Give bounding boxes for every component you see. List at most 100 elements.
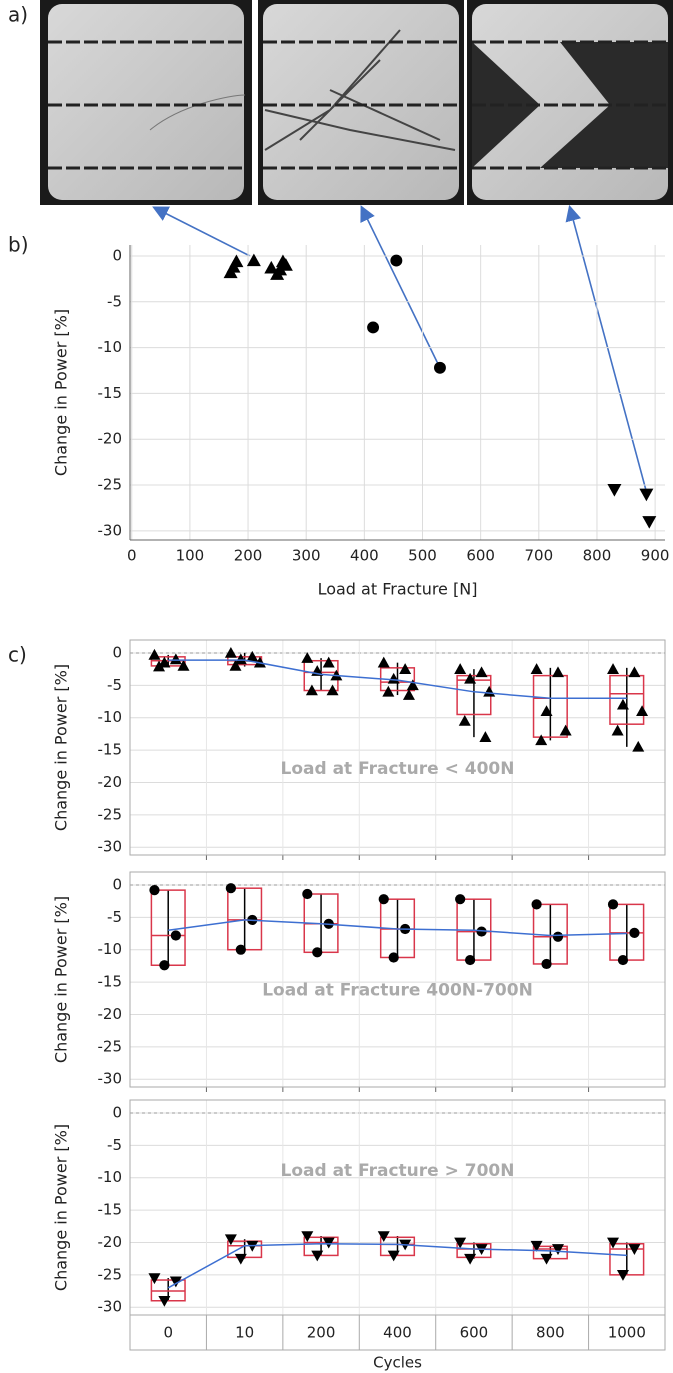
figure: a) b) c) 0-5-10-15-20-25-300100200300400… (0, 0, 673, 1373)
y-tick-label: 0 (112, 875, 122, 893)
y-tick-label: -25 (98, 1037, 123, 1055)
x-tick-label: 10 (235, 1324, 254, 1342)
x-tick-label: 400 (383, 1324, 412, 1342)
marker (464, 1254, 476, 1265)
x-axis-label: Cycles (373, 1354, 422, 1372)
y-tick-label: -25 (98, 805, 123, 823)
y-tick-label: -15 (98, 741, 123, 759)
y-tick-label: 0 (112, 246, 122, 264)
y-tick-label: -30 (98, 838, 123, 856)
plot-frame (130, 1100, 665, 1315)
y-tick-label: -5 (107, 292, 122, 310)
x-tick-label: 500 (408, 547, 437, 565)
y-tick-label: -20 (98, 1005, 123, 1023)
marker (225, 647, 237, 658)
x-tick-label: 600 (460, 1324, 489, 1342)
marker (323, 657, 335, 668)
marker (636, 705, 648, 716)
marker (379, 894, 389, 904)
marker (302, 889, 312, 899)
marker (236, 945, 246, 955)
marker (535, 734, 547, 745)
x-tick-label: 600 (466, 547, 495, 565)
marker (301, 652, 313, 663)
marker (618, 955, 628, 965)
x-tick-label: 700 (524, 547, 553, 565)
marker (553, 932, 563, 942)
annotation: Load at Fracture 400N-700N (262, 980, 533, 1000)
marker (226, 883, 236, 893)
panel-label: b) (8, 233, 29, 257)
y-tick-label: -30 (98, 1298, 123, 1316)
panel-label: c) (8, 643, 27, 667)
marker (639, 489, 653, 502)
y-axis-label: Change in Power [%] (52, 1124, 71, 1291)
y-tick-label: -5 (107, 1136, 122, 1154)
marker (235, 1254, 247, 1265)
marker (607, 484, 621, 497)
cell-image (263, 4, 459, 200)
x-tick-label: 400 (350, 547, 379, 565)
y-tick-label: -10 (98, 940, 123, 958)
y-tick-label: -25 (98, 476, 123, 494)
x-tick-label: 900 (641, 547, 670, 565)
cell-image (48, 4, 244, 200)
y-tick-label: -5 (107, 908, 122, 926)
marker (459, 715, 471, 726)
marker (225, 1234, 237, 1245)
y-tick-label: -20 (98, 773, 123, 791)
x-tick-label: 0 (127, 547, 137, 565)
y-tick-label: -25 (98, 1265, 123, 1283)
marker (642, 516, 656, 529)
arrow (155, 208, 250, 256)
y-tick-label: -10 (98, 338, 123, 356)
marker (407, 679, 419, 690)
marker (560, 725, 572, 736)
marker (389, 952, 399, 962)
marker (149, 885, 159, 895)
marker (390, 255, 402, 267)
y-tick-label: -30 (98, 521, 123, 539)
marker (612, 725, 624, 736)
y-tick-label: -20 (98, 1233, 123, 1251)
el-images (40, 0, 673, 205)
marker (170, 653, 182, 664)
marker (455, 894, 465, 904)
marker (159, 960, 169, 970)
y-axis-label: Change in Power [%] (52, 896, 71, 1063)
marker (465, 955, 475, 965)
x-axis-label: Load at Fracture [N] (318, 580, 478, 599)
y-tick-label: -10 (98, 708, 123, 726)
marker (434, 362, 446, 374)
annotation: Load at Fracture < 400N (281, 759, 515, 779)
marker (607, 663, 619, 674)
marker (632, 741, 644, 752)
arrows (155, 208, 647, 494)
marker (541, 959, 551, 969)
marker (483, 686, 495, 697)
y-tick-label: -20 (98, 430, 123, 448)
x-tick-label: 1000 (608, 1324, 646, 1342)
y-tick-label: 0 (112, 643, 122, 661)
marker (171, 930, 181, 940)
panel-label: a) (8, 3, 28, 27)
y-tick-label: -10 (98, 1168, 123, 1186)
x-tick-label: 0 (163, 1324, 173, 1342)
marker (628, 666, 640, 677)
arrow (570, 208, 647, 494)
y-tick-label: -15 (98, 1201, 123, 1219)
marker (608, 899, 618, 909)
x-tick-label: 200 (307, 1324, 336, 1342)
marker (552, 666, 564, 677)
marker (479, 731, 491, 742)
marker (148, 1273, 160, 1284)
y-tick-label: -30 (98, 1070, 123, 1088)
y-tick-label: -15 (98, 384, 123, 402)
x-tick-label: 800 (583, 547, 612, 565)
marker (367, 322, 379, 334)
x-tick-label: 100 (176, 547, 205, 565)
y-tick-label: -5 (107, 676, 122, 694)
marker (454, 663, 466, 674)
marker (312, 947, 322, 957)
marker (148, 649, 160, 660)
